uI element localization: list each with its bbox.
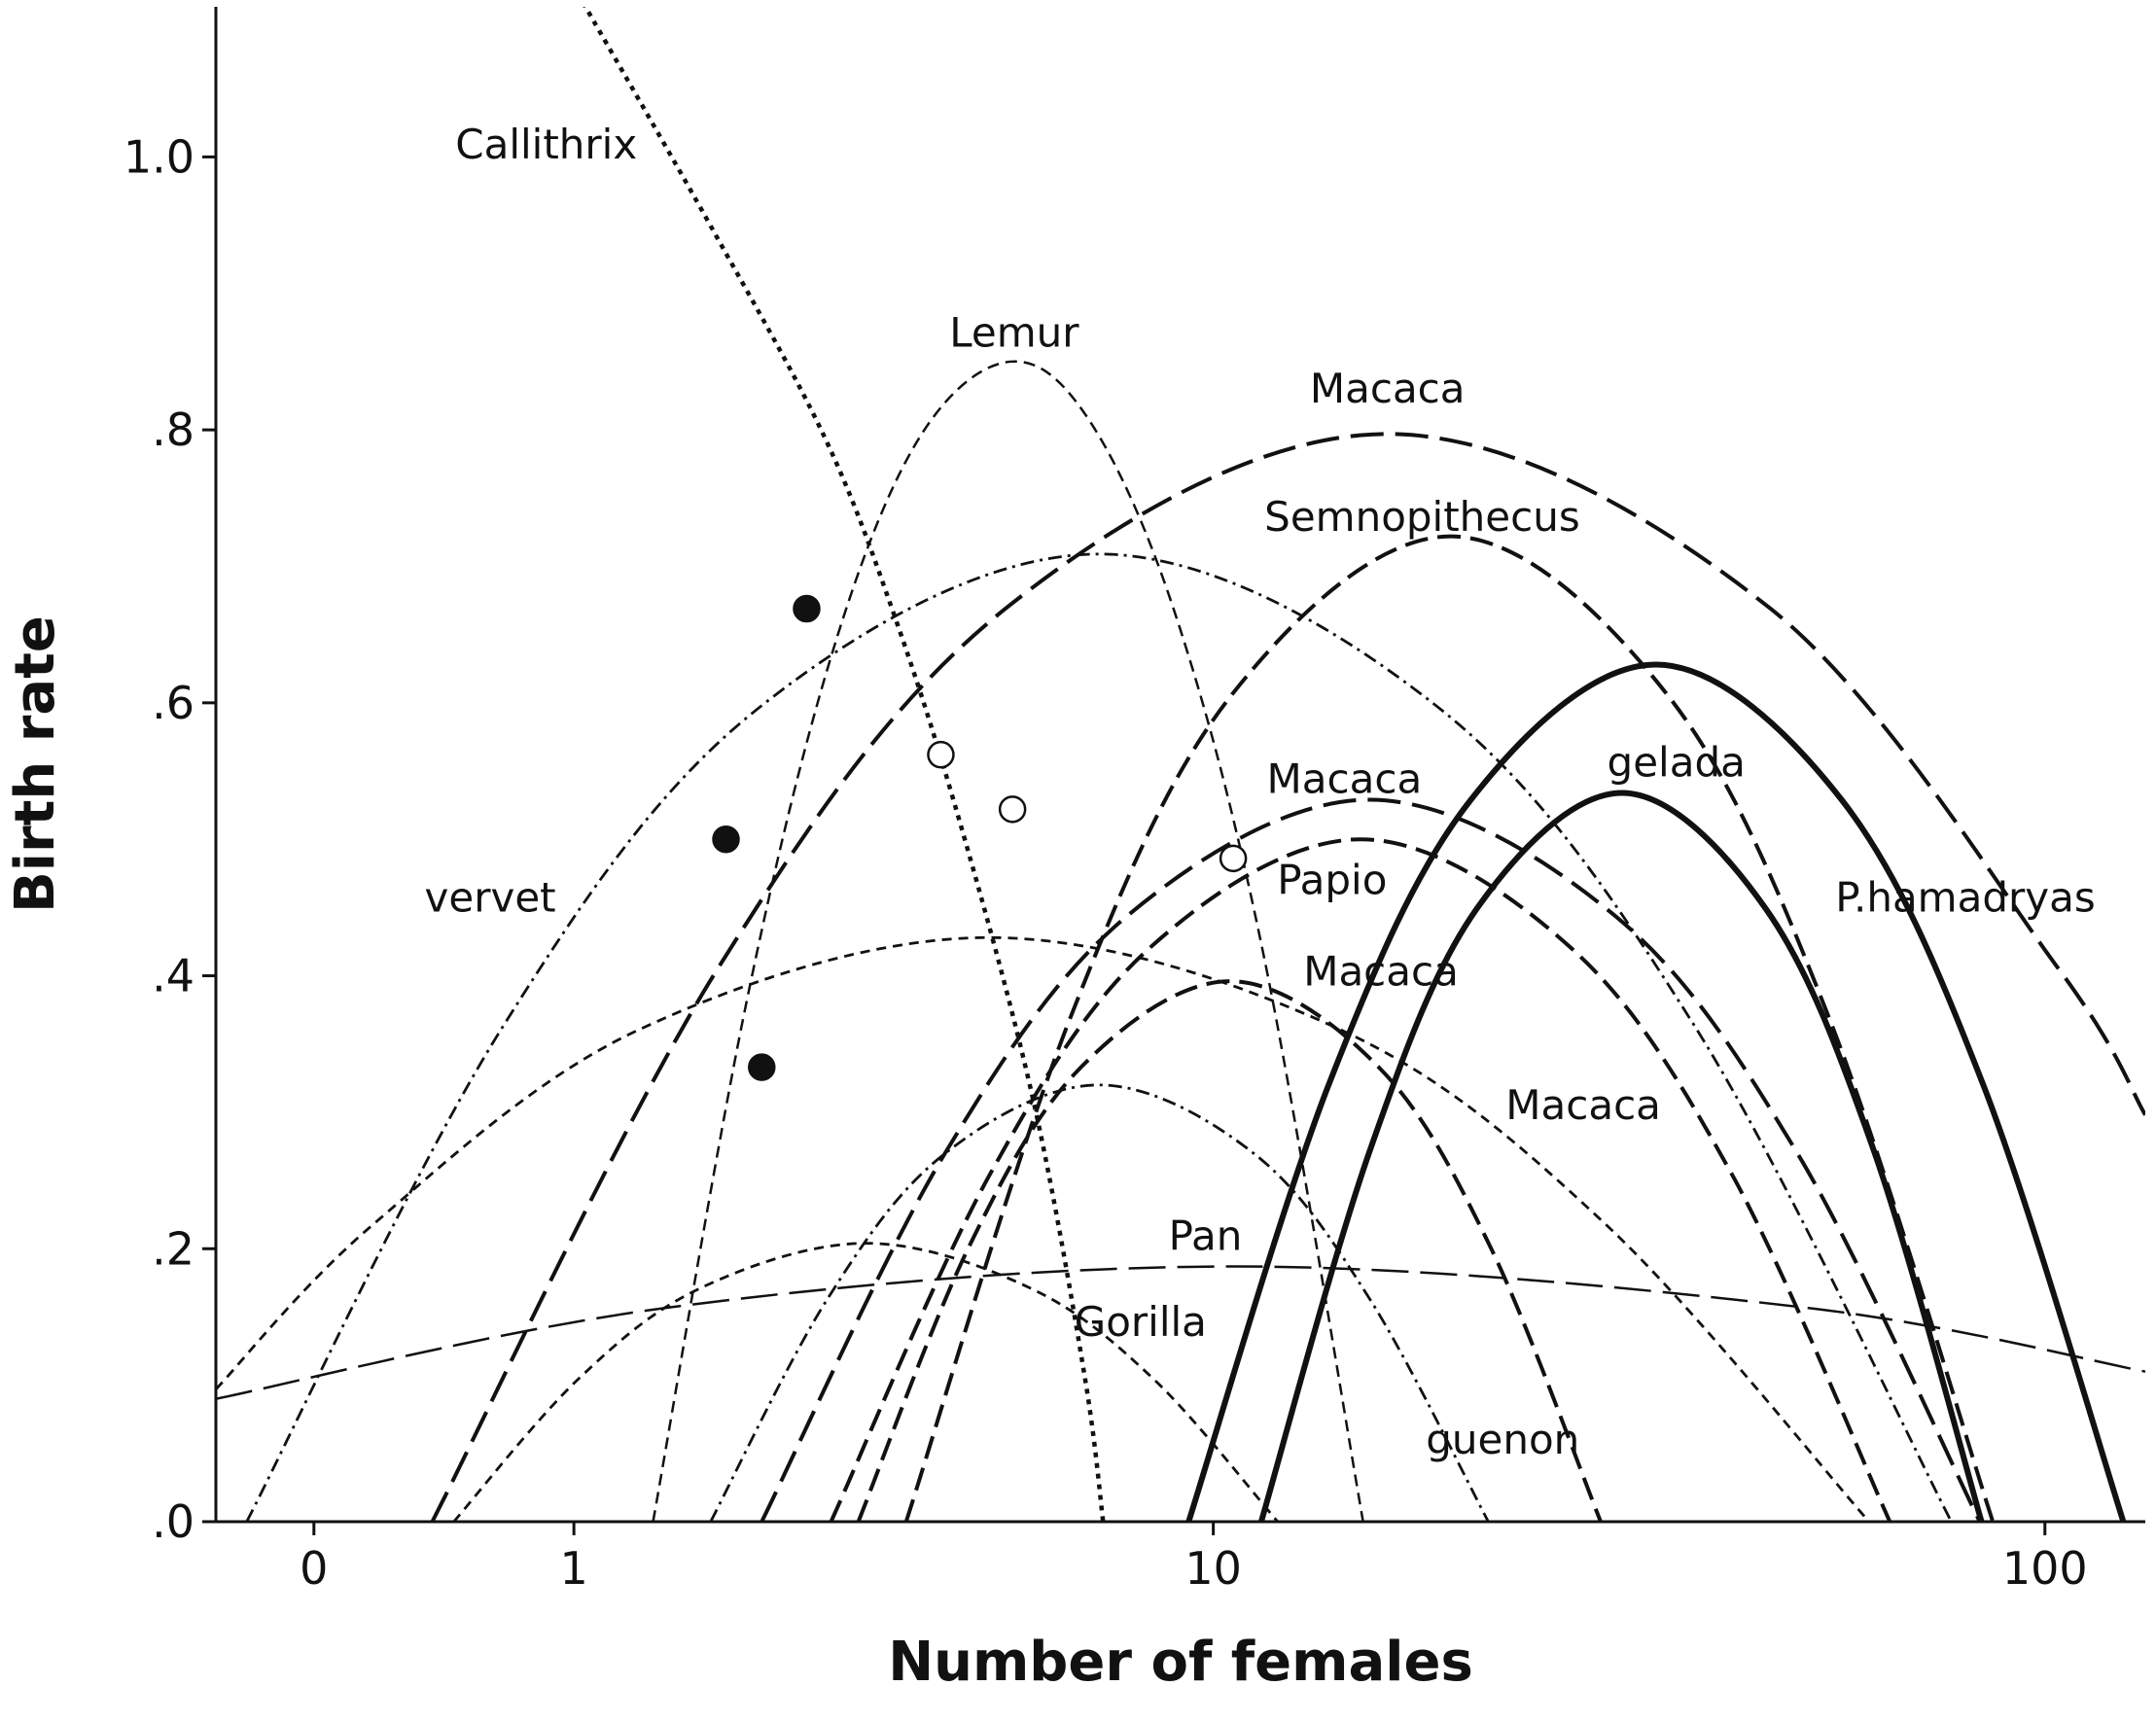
curve-label: Macaca bbox=[1303, 947, 1459, 995]
y-tick-label: .4 bbox=[152, 950, 194, 1002]
curve bbox=[583, 7, 1106, 1522]
curve bbox=[1258, 790, 1985, 1522]
curve-label: Papio bbox=[1277, 856, 1387, 903]
data-point bbox=[927, 740, 955, 769]
y-tick-label: 1.0 bbox=[124, 130, 194, 183]
curve-label: Semnopithecus bbox=[1264, 493, 1580, 541]
curve-label: Callithrix bbox=[455, 121, 637, 168]
curve-label: Gorilla bbox=[1075, 1298, 1207, 1346]
x-tick-label: 1 bbox=[559, 1542, 587, 1595]
curve bbox=[1185, 661, 2127, 1522]
curve-label: gelada bbox=[1608, 739, 1746, 787]
x-tick-label: 100 bbox=[2002, 1542, 2088, 1595]
data-point bbox=[748, 1053, 776, 1081]
y-tick-label: .8 bbox=[152, 404, 194, 456]
curve-label: guenon bbox=[1426, 1416, 1579, 1463]
y-tick-label: .0 bbox=[152, 1495, 194, 1548]
curve bbox=[216, 935, 1870, 1522]
curve-label: Lemur bbox=[949, 308, 1079, 356]
curve-label: Pan bbox=[1169, 1212, 1243, 1260]
curve bbox=[829, 837, 1892, 1522]
x-axis-title: Number of females bbox=[888, 1631, 1473, 1694]
y-tick-label: .6 bbox=[152, 677, 194, 729]
y-axis-title: Birth rate bbox=[4, 615, 67, 913]
curve-label: P.hamadryas bbox=[1835, 874, 2096, 922]
curve bbox=[452, 1242, 1279, 1522]
x-tick-label: 0 bbox=[300, 1542, 328, 1595]
x-tick-label: 10 bbox=[1184, 1542, 1242, 1595]
curve bbox=[430, 432, 2145, 1522]
curve bbox=[216, 1265, 2145, 1400]
data-point bbox=[793, 594, 821, 623]
curve-label: Macaca bbox=[1310, 365, 1466, 412]
data-point bbox=[712, 825, 740, 854]
curve bbox=[652, 360, 1364, 1522]
data-point bbox=[1219, 844, 1248, 873]
curve bbox=[760, 797, 1982, 1522]
plot-area bbox=[216, 7, 2145, 1522]
y-tick-label: .2 bbox=[152, 1222, 194, 1275]
curve-label: vervet bbox=[425, 874, 556, 922]
curve bbox=[245, 552, 1953, 1522]
axes: .0 .2 .4 .6 .8 1.0 0 1 10 100 bbox=[124, 7, 2145, 1595]
curve-label: Macaca bbox=[1505, 1081, 1661, 1129]
curve-label: Macaca bbox=[1267, 755, 1423, 802]
curve bbox=[856, 979, 1603, 1522]
curve bbox=[709, 1083, 1490, 1522]
data-point bbox=[998, 795, 1027, 824]
